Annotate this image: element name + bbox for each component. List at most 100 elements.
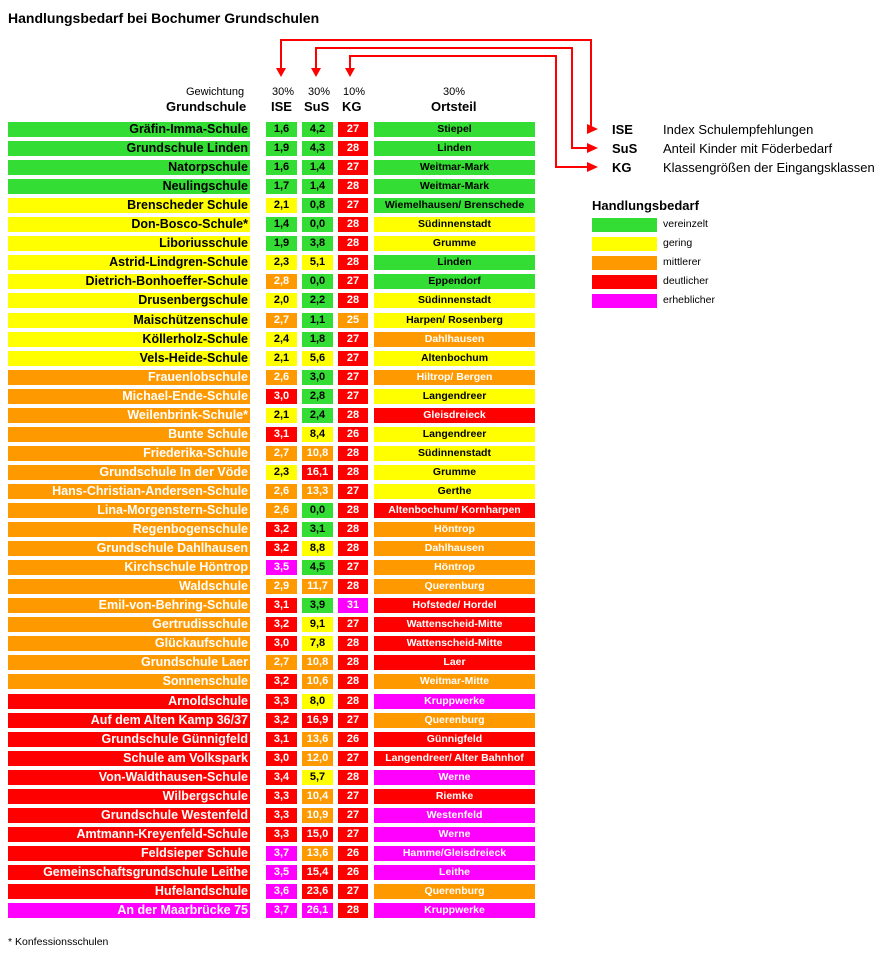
sus-cell: 5,1	[302, 255, 333, 271]
ortsteil-cell: Werne	[374, 769, 535, 785]
school-name-cell: Lina-Morgenstern-Schule	[8, 503, 250, 518]
sus-cell: 9,1	[302, 617, 333, 633]
abbr-ise-desc: Index Schulempfehlungen	[663, 122, 814, 137]
ortsteil-cell: Weitmar-Mitte	[374, 674, 535, 690]
school-name-cell: Frauenlobschule	[8, 369, 250, 385]
kg-cell: 27	[338, 750, 368, 766]
sus-cell: 0,0	[302, 217, 333, 233]
legend-swatch-deutlicher	[592, 275, 657, 289]
school-name-cell: Astrid-Lindgren-Schule	[8, 255, 250, 271]
sus-cell: 2,2	[302, 293, 333, 309]
kg-cell: 28	[338, 293, 368, 309]
ortsteil-cell: Höntrop	[374, 522, 535, 538]
school-name-cell: Gemeinschaftsgrundschule Leithe	[8, 864, 250, 880]
sus-cell: 15,0	[302, 826, 333, 842]
kg-cell: 27	[338, 712, 368, 728]
ortsteil-cell: Linden	[374, 255, 535, 271]
ortsteil-cell: Westenfeld	[374, 807, 535, 823]
sus-cell: 4,2	[302, 122, 333, 137]
school-name-cell: Von-Waldthausen-Schule	[8, 769, 250, 785]
kg-cell: 28	[338, 503, 368, 518]
ise-cell: 2,3	[266, 255, 297, 271]
ise-cell: 1,9	[266, 141, 297, 157]
school-name-cell: Emil-von-Behring-Schule	[8, 598, 250, 614]
abbr-kg: KG	[612, 160, 632, 175]
gewichtung-label: Gewichtung	[186, 86, 245, 98]
ortsteil-cell: Höntrop	[374, 560, 535, 576]
sus-cell: 2,4	[302, 407, 333, 423]
ortsteil-cell: Hiltrop/ Bergen	[374, 369, 535, 385]
ise-cell: 3,7	[266, 903, 297, 919]
legend-label-gering: gering	[663, 237, 693, 249]
kg-cell: 28	[338, 903, 368, 919]
grundschule-header: Grundschule	[166, 99, 247, 114]
sus-cell: 10,8	[302, 655, 333, 671]
legend-label-deutlicher: deutlicher	[663, 275, 709, 287]
school-name-cell: Kirchschule Höntrop	[8, 560, 250, 576]
ortsteil-cell: Langendreer/ Alter Bahnhof	[374, 750, 535, 766]
legend-label-erheblicher: erheblicher	[663, 294, 715, 306]
abbr-kg-desc: Klassengrößen der Eingangsklassen	[663, 160, 875, 175]
kg-weight: 10%	[343, 86, 366, 98]
sus-cell: 4,3	[302, 141, 333, 157]
school-name-cell: Grundschule Westenfeld	[8, 807, 250, 823]
ortsteil-cell: Stiepel	[374, 122, 535, 137]
ise-cell: 2,1	[266, 407, 297, 423]
ortsteil-cell: Gleisdreieck	[374, 407, 535, 423]
school-name-cell: Arnoldschule	[8, 693, 250, 709]
ortsteil-cell: Hofstede/ Hordel	[374, 598, 535, 614]
sus-weight: 30%	[308, 86, 331, 98]
kg-cell: 31	[338, 598, 368, 614]
ortsteil-cell: Querenburg	[374, 884, 535, 899]
ortsteil-cell: Laer	[374, 655, 535, 671]
sus-cell: 8,0	[302, 693, 333, 709]
school-name-cell: Grundschule Laer	[8, 655, 250, 671]
kg-cell: 27	[338, 198, 368, 214]
kg-cell: 28	[338, 255, 368, 271]
abbr-ise: ISE	[612, 122, 633, 137]
kg-cell: 26	[338, 731, 368, 747]
sus-cell: 10,4	[302, 788, 333, 804]
kg-cell: 27	[338, 274, 368, 290]
sus-cell: 5,6	[302, 350, 333, 366]
school-name-cell: Hans-Christian-Andersen-Schule	[8, 483, 250, 499]
legend-swatch-vereinzelt	[592, 218, 657, 232]
ortsteil-header: Ortsteil	[431, 99, 477, 114]
sus-cell: 3,1	[302, 522, 333, 538]
sus-cell: 16,9	[302, 712, 333, 728]
ise-cell: 3,2	[266, 617, 297, 633]
school-name-cell: Don-Bosco-Schule*	[8, 217, 250, 233]
ortsteil-cell: Kruppwerke	[374, 903, 535, 919]
ise-cell: 1,6	[266, 122, 297, 137]
ise-cell: 3,3	[266, 788, 297, 804]
kg-cell: 28	[338, 541, 368, 557]
sus-cell: 0,8	[302, 198, 333, 214]
sus-cell: 2,8	[302, 388, 333, 404]
school-name-cell: Neulingschule	[8, 179, 250, 195]
ise-cell: 2,6	[266, 483, 297, 499]
sus-cell: 11,7	[302, 579, 333, 595]
sus-cell: 0,0	[302, 274, 333, 290]
legend-title: Handlungsbedarf	[592, 198, 699, 213]
school-name-cell: Bunte Schule	[8, 426, 250, 442]
kg-cell: 27	[338, 331, 368, 347]
ortsteil-cell: Wattenscheid-Mitte	[374, 617, 535, 633]
ortsteil-cell: Wiemelhausen/ Brenschede	[374, 198, 535, 214]
ortsteil-cell: Südinnenstadt	[374, 445, 535, 461]
school-name-cell: Köllerholz-Schule	[8, 331, 250, 347]
school-name-cell: Glückaufschule	[8, 636, 250, 652]
kg-header: KG	[342, 99, 362, 114]
ise-cell: 3,7	[266, 845, 297, 861]
ise-cell: 3,2	[266, 522, 297, 538]
ise-cell: 3,0	[266, 636, 297, 652]
ortsteil-cell: Südinnenstadt	[374, 293, 535, 309]
school-name-cell: Waldschule	[8, 579, 250, 595]
sus-cell: 12,0	[302, 750, 333, 766]
ise-cell: 3,3	[266, 807, 297, 823]
school-name-cell: Vels-Heide-Schule	[8, 350, 250, 366]
ise-cell: 1,6	[266, 160, 297, 176]
sus-cell: 23,6	[302, 884, 333, 899]
legend-swatch-mittlerer	[592, 256, 657, 270]
sus-cell: 3,9	[302, 598, 333, 614]
